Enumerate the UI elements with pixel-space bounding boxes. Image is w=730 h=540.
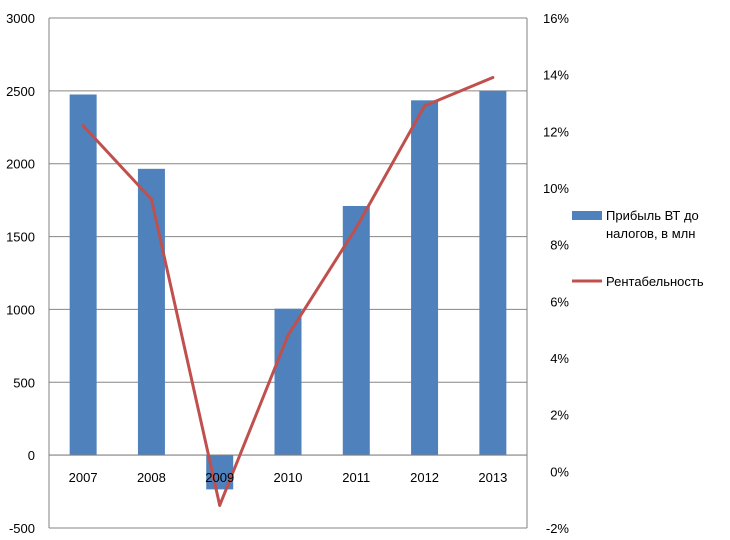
right-tick-label: 4% [550, 351, 569, 366]
category-label: 2008 [137, 470, 166, 485]
left-tick-label: 1000 [6, 302, 35, 317]
line-point-2007 [81, 124, 85, 128]
category-label: 2013 [478, 470, 507, 485]
left-tick-label: 2500 [6, 84, 35, 99]
category-label: 2011 [342, 470, 370, 485]
line-point-2012 [423, 104, 427, 108]
legend: Прибыль ВТ до налогов, в млн Рентабельно… [572, 208, 704, 289]
right-tick-label: 14% [543, 68, 569, 83]
left-tick-label: -500 [9, 521, 35, 536]
line-series [81, 76, 495, 507]
category-label: 2007 [69, 470, 98, 485]
left-tick-label: 3000 [6, 11, 35, 26]
category-labels: 2007 2008 2009 2010 2011 2012 2013 [69, 470, 508, 485]
bar-2007 [69, 94, 97, 456]
left-tick-label: 0 [28, 448, 35, 463]
line-point-2011 [354, 226, 358, 230]
left-tick-label: 1500 [6, 230, 35, 245]
left-tick-label: 2000 [6, 157, 35, 172]
line-point-2013 [491, 76, 495, 79]
category-label: 2009 [205, 470, 234, 485]
line-point-2010 [286, 333, 290, 337]
legend-bar-label-line2: налогов, в млн [606, 226, 695, 241]
bar-2010 [274, 308, 302, 456]
right-tick-label: -2% [546, 521, 570, 536]
right-tick-label: 0% [550, 464, 569, 479]
bar-2011 [342, 205, 370, 456]
right-axis-ticks: 16% 14% 12% 10% 8% 6% 4% 2% 0% -2% [543, 11, 569, 536]
category-label: 2010 [274, 470, 303, 485]
left-axis-ticks: 3000 2500 2000 1500 1000 500 0 -500 [6, 11, 35, 536]
category-label: 2012 [410, 470, 439, 485]
legend-bar-label-line1: Прибыль ВТ до [606, 208, 699, 223]
bar-2008 [137, 168, 165, 456]
bar-series [69, 90, 507, 490]
axes [48, 18, 528, 528]
left-tick-label: 500 [13, 375, 35, 390]
line-point-2009 [218, 503, 222, 507]
legend-bar-swatch [572, 211, 602, 220]
right-tick-label: 6% [550, 294, 569, 309]
bar-2012 [411, 100, 439, 456]
legend-line-label: Рентабельность [606, 274, 704, 289]
right-tick-label: 10% [543, 181, 569, 196]
line-point-2008 [149, 197, 153, 201]
right-tick-label: 2% [550, 408, 569, 423]
right-tick-label: 12% [543, 124, 569, 139]
right-tick-label: 16% [543, 11, 569, 26]
right-tick-label: 8% [550, 238, 569, 253]
bar-2013 [479, 90, 507, 456]
